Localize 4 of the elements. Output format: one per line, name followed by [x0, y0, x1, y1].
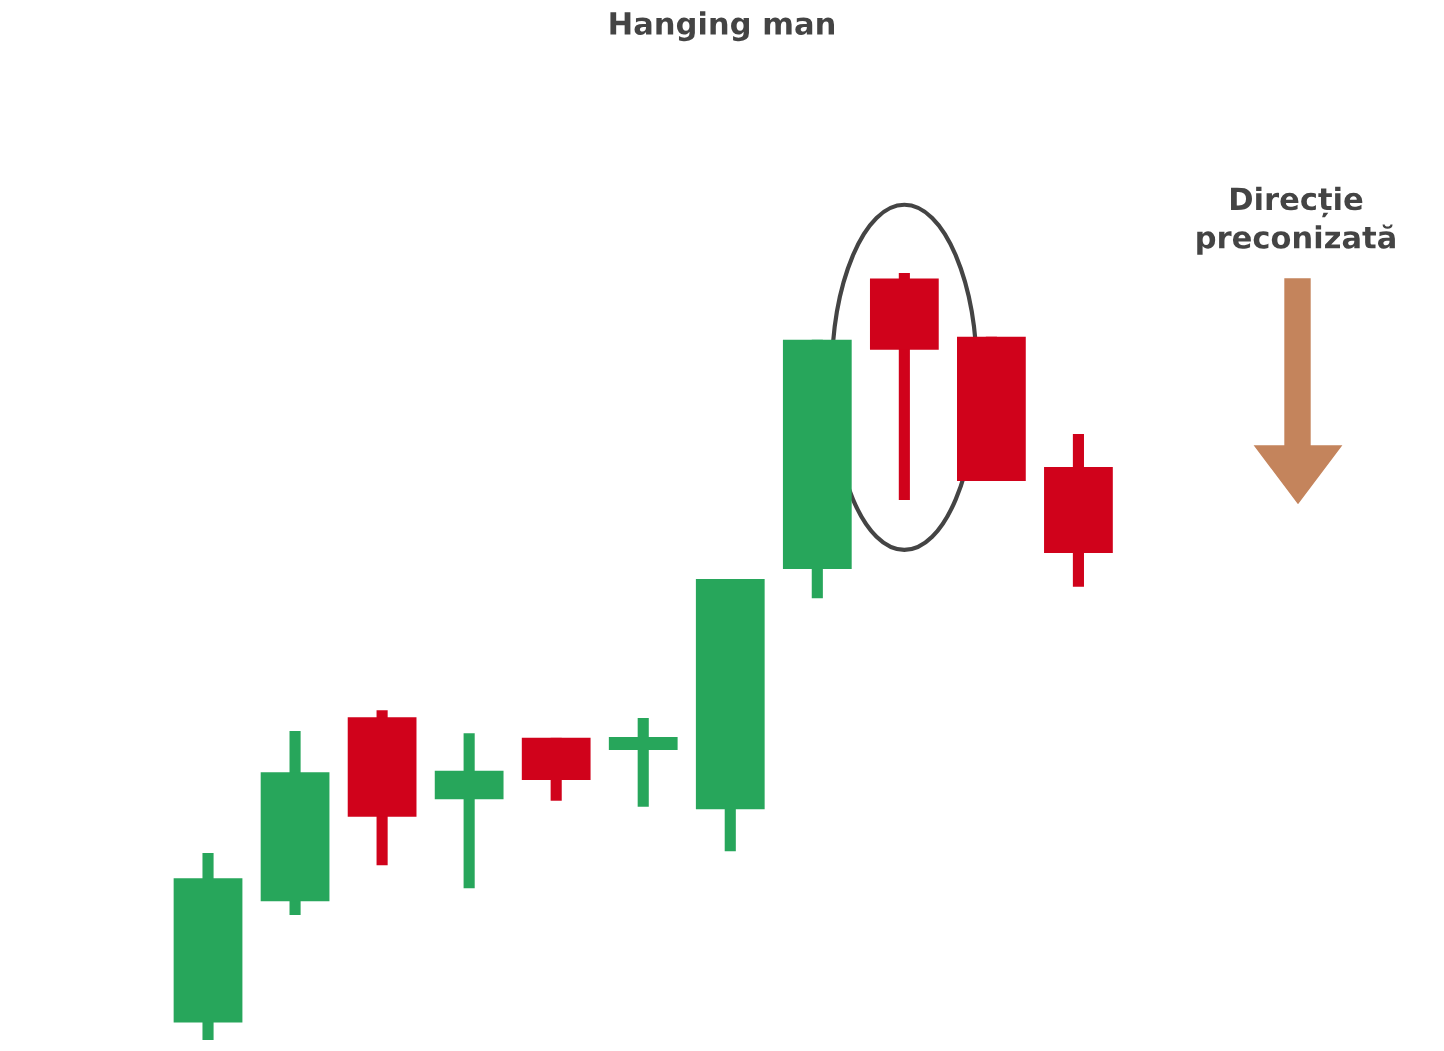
candlestick: [608, 717, 678, 807]
text: Direcție preconizată: [1197, 186, 1395, 255]
candlestick: [434, 733, 504, 889]
chart-title: Hanging man: [610, 11, 834, 42]
